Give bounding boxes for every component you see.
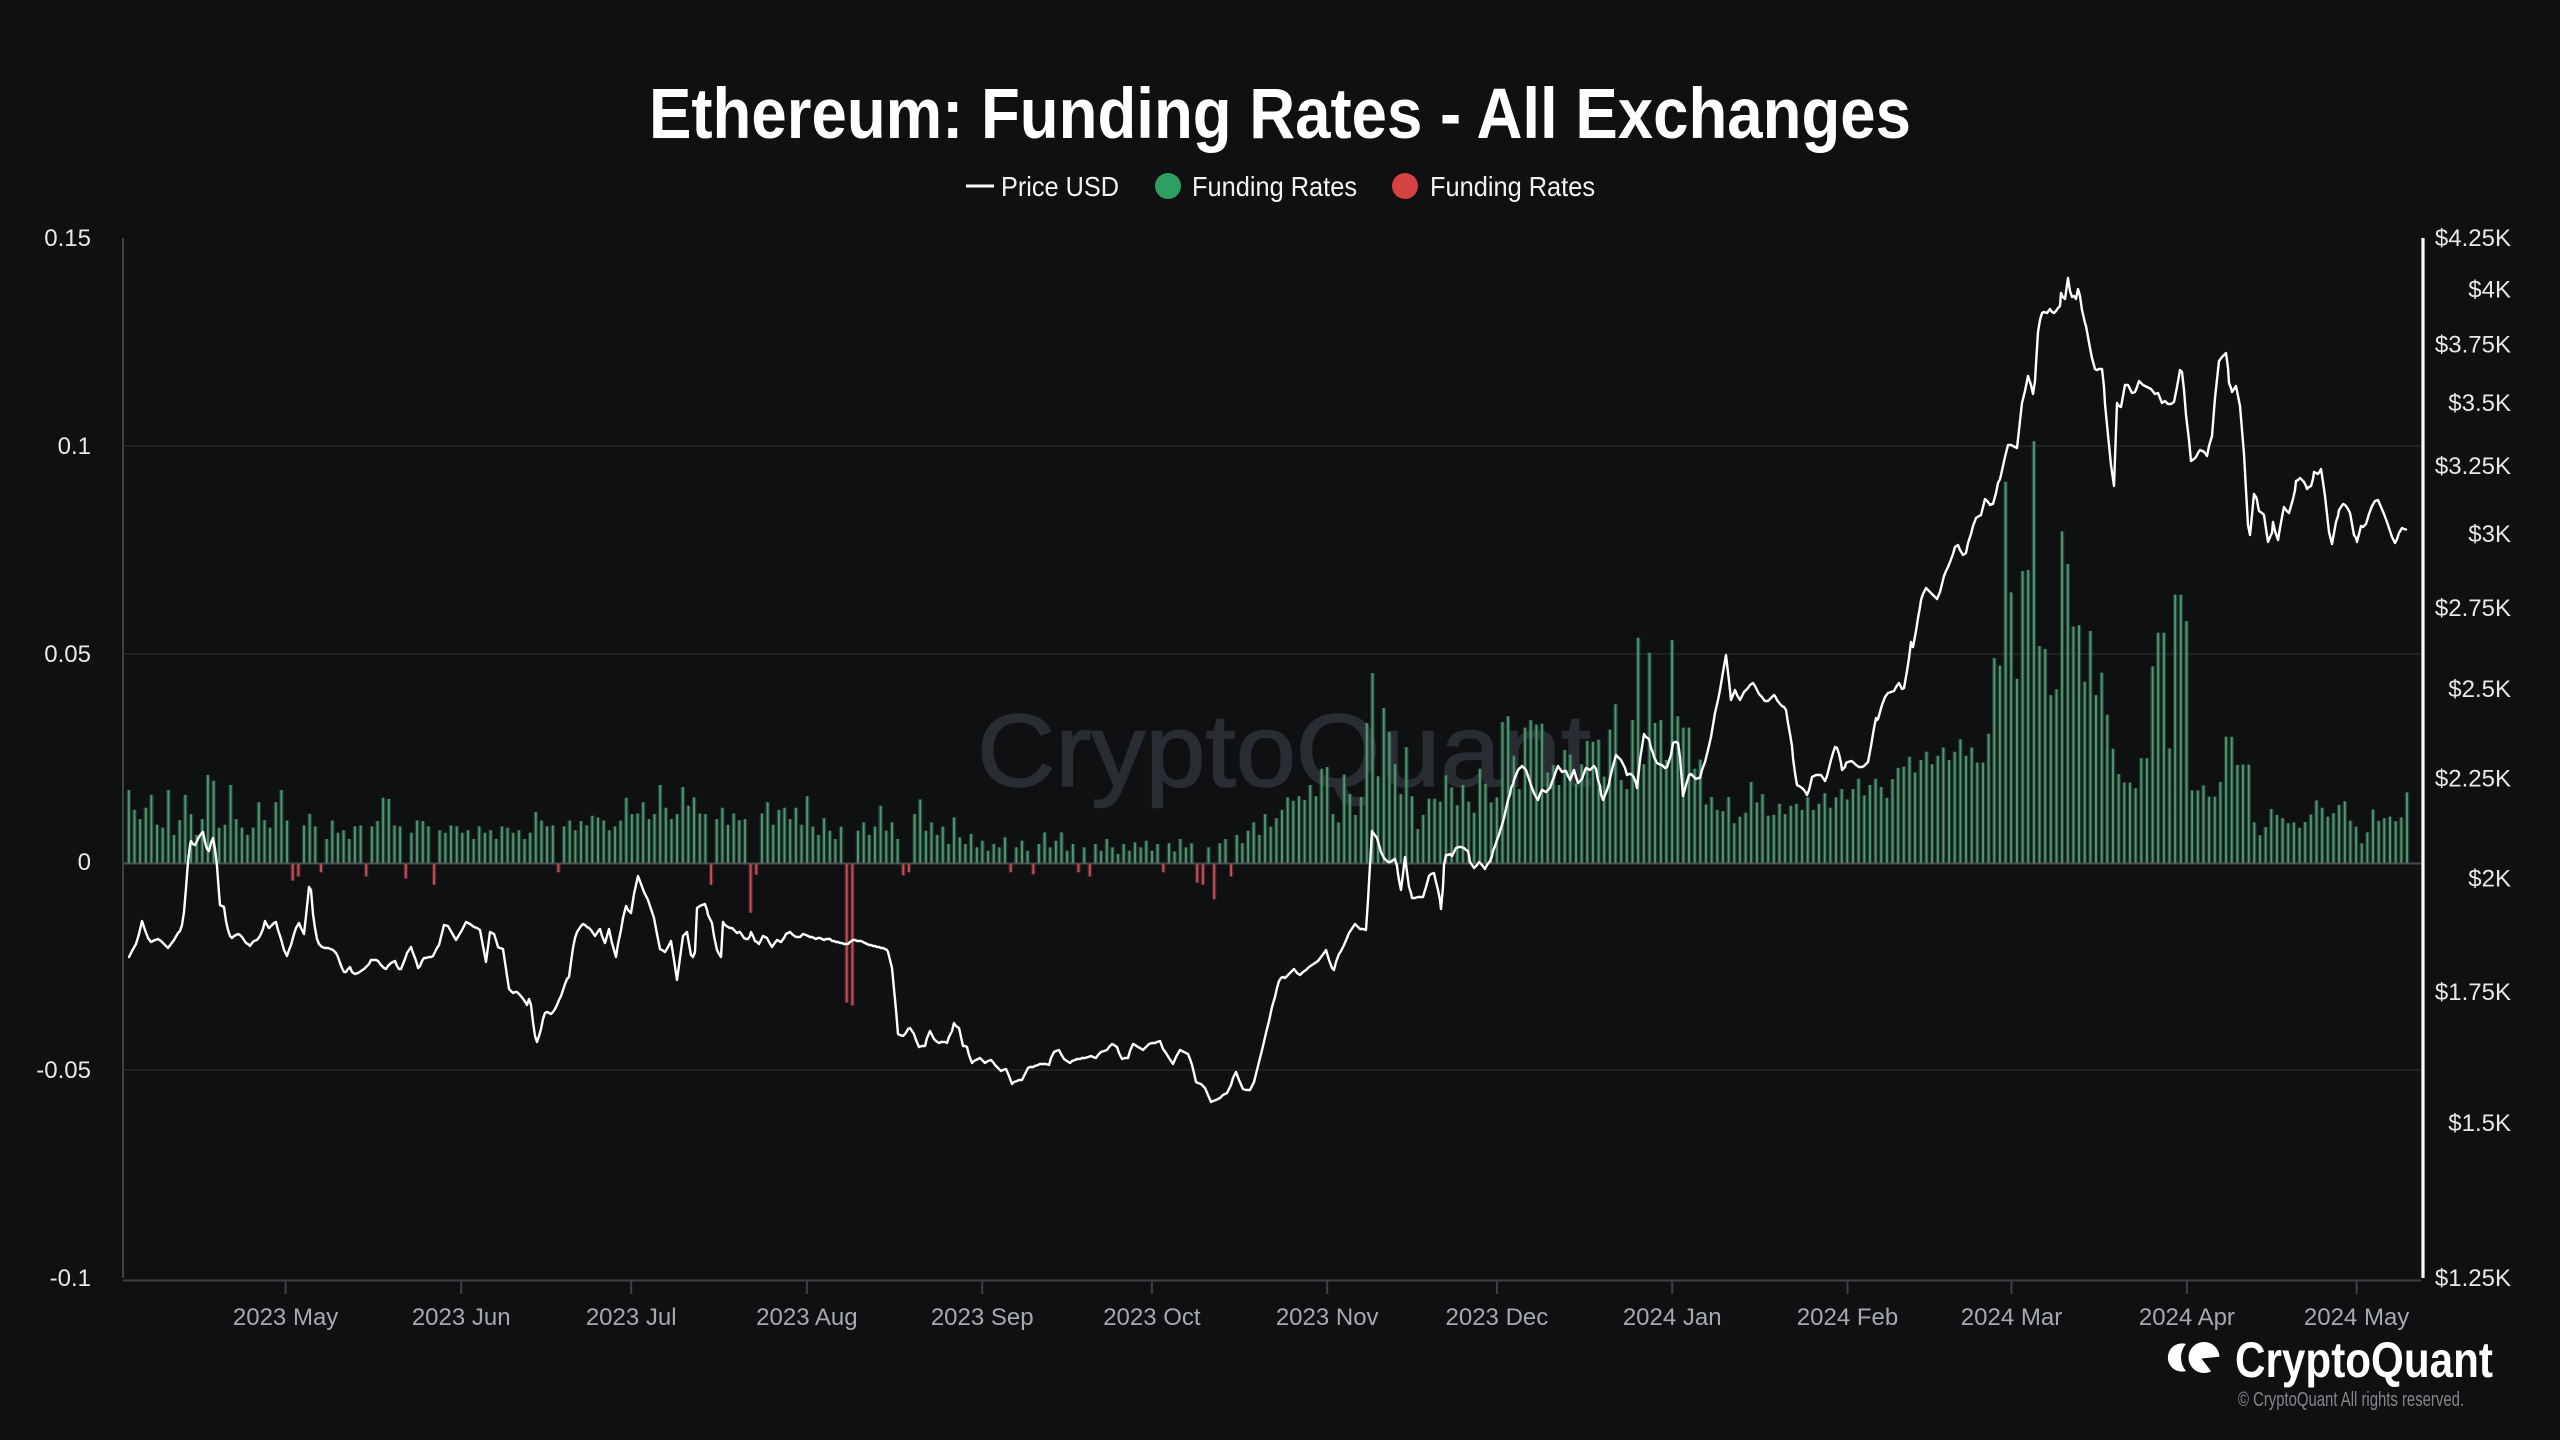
svg-text:2023 Nov: 2023 Nov <box>1276 1304 1379 1331</box>
svg-text:$3.75K: $3.75K <box>2435 331 2511 358</box>
svg-text:CryptoQuant: CryptoQuant <box>977 693 1591 808</box>
svg-text:2023 Aug: 2023 Aug <box>756 1304 857 1331</box>
svg-text:2023 Jun: 2023 Jun <box>412 1304 511 1331</box>
svg-text:$1.5K: $1.5K <box>2448 1110 2511 1137</box>
svg-text:2024 May: 2024 May <box>2304 1304 2409 1331</box>
svg-text:$3.5K: $3.5K <box>2448 390 2511 417</box>
svg-text:$4.25K: $4.25K <box>2435 225 2511 252</box>
svg-text:2023 Sep: 2023 Sep <box>931 1304 1034 1331</box>
svg-text:CryptoQuant: CryptoQuant <box>2235 1332 2493 1388</box>
svg-text:-0.05: -0.05 <box>36 1057 91 1084</box>
svg-text:2023 May: 2023 May <box>233 1304 338 1331</box>
svg-text:$2.5K: $2.5K <box>2448 676 2511 703</box>
svg-text:Funding Rates: Funding Rates <box>1430 171 1595 202</box>
svg-text:0.1: 0.1 <box>58 433 91 460</box>
svg-text:0.15: 0.15 <box>44 225 91 252</box>
svg-text:2023 Oct: 2023 Oct <box>1103 1304 1201 1331</box>
svg-text:Funding Rates: Funding Rates <box>1192 171 1357 202</box>
svg-text:Price USD: Price USD <box>1001 171 1119 202</box>
svg-text:$3K: $3K <box>2468 521 2511 548</box>
svg-text:-0.1: -0.1 <box>50 1265 91 1292</box>
svg-text:$1.75K: $1.75K <box>2435 979 2511 1006</box>
svg-text:$2.25K: $2.25K <box>2435 766 2511 793</box>
svg-text:2024 Apr: 2024 Apr <box>2139 1304 2235 1331</box>
svg-text:$3.25K: $3.25K <box>2435 453 2511 480</box>
svg-text:$2.75K: $2.75K <box>2435 595 2511 622</box>
svg-text:© CryptoQuant All rights reser: © CryptoQuant All rights reserved. <box>2238 1388 2464 1411</box>
svg-text:2024 Mar: 2024 Mar <box>1961 1304 2062 1331</box>
svg-text:2023 Jul: 2023 Jul <box>586 1304 677 1331</box>
svg-text:0.05: 0.05 <box>44 641 91 668</box>
svg-text:$4K: $4K <box>2468 277 2511 304</box>
svg-text:0: 0 <box>78 849 91 876</box>
svg-text:2024 Jan: 2024 Jan <box>1623 1304 1722 1331</box>
svg-text:$2K: $2K <box>2468 866 2511 893</box>
svg-text:$1.25K: $1.25K <box>2435 1265 2511 1292</box>
svg-text:Ethereum: Funding Rates - All: Ethereum: Funding Rates - All Exchanges <box>649 75 1911 154</box>
svg-text:2024 Feb: 2024 Feb <box>1797 1304 1898 1331</box>
svg-text:2023 Dec: 2023 Dec <box>1446 1304 1549 1331</box>
